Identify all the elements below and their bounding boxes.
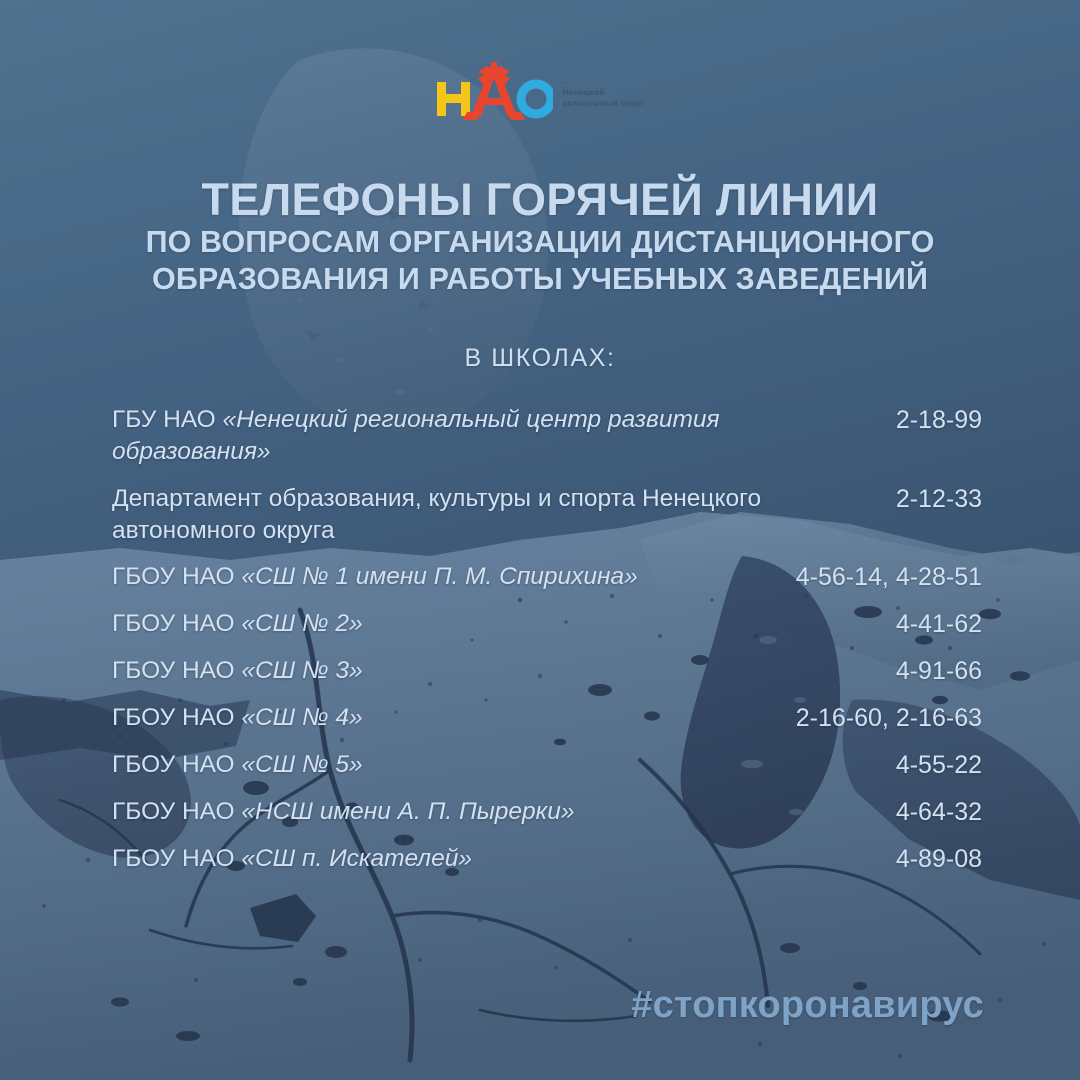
organisation-name: ГБОУ НАО «СШ п. Искателей» bbox=[112, 843, 878, 875]
organisation-name-plain: ГБОУ НАО bbox=[112, 563, 242, 591]
nao-logo: ⌄ Ненецкий автономный округ bbox=[0, 62, 1080, 122]
organisation-name: ГБОУ НАО «СШ № 3» bbox=[112, 655, 878, 687]
logo-letter-o bbox=[516, 79, 554, 119]
organisation-name: ГБОУ НАО «СШ № 5» bbox=[112, 749, 878, 781]
organisation-name: Департамент образования, культуры и спор… bbox=[112, 483, 878, 548]
section-label-schools: В ШКОЛАХ: bbox=[464, 344, 616, 372]
organisation-name: ГБОУ НАО «СШ № 2» bbox=[112, 608, 878, 640]
organisation-name-italic: «СШ № 3» bbox=[241, 657, 363, 685]
organisation-name: ГБОУ НАО «СШ № 4» bbox=[112, 702, 778, 734]
organisation-name-plain: ГБУ НАО bbox=[112, 406, 223, 433]
organisation-name-italic: «НСШ имени А. П. Пырерки» bbox=[241, 798, 575, 826]
page-subtitle-line2: ОБРАЗОВАНИЯ И РАБОТЫ УЧЕБНЫХ ЗАВЕДЕНИЙ bbox=[152, 261, 928, 296]
organisation-name-plain: ГБОУ НАО bbox=[112, 704, 242, 732]
organisation-name: ГБУ НАО «Ненецкий региональный центр раз… bbox=[112, 404, 878, 469]
organisation-name-italic: «СШ № 2» bbox=[241, 610, 363, 638]
page-title: ТЕЛЕФОНЫ ГОРЯЧЕЙ ЛИНИИ bbox=[201, 174, 879, 225]
organisation-name: ГБОУ НАО «СШ № 1 имени П. М. Спирихина» bbox=[112, 561, 778, 593]
phone-row: ГБОУ НАО «СШ п. Искателей» 4-89-08 bbox=[112, 843, 982, 876]
logo-letter-n bbox=[437, 82, 471, 116]
phone-row: ГБОУ НАО «СШ № 4» 2-16-60, 2-16-63 bbox=[112, 702, 982, 735]
phone-number[interactable]: 4-89-08 bbox=[895, 845, 982, 874]
organisation-name-plain: ГБОУ НАО bbox=[112, 610, 242, 638]
logo-caption-line1: Ненецкий bbox=[562, 86, 605, 97]
organisation-name-italic: «СШ п. Искателей» bbox=[241, 845, 472, 873]
phone-list: ГБУ НАО «Ненецкий региональный центр раз… bbox=[112, 404, 982, 890]
phone-row: Департамент образования, культуры и спор… bbox=[112, 483, 982, 548]
phone-number[interactable]: 2-18-99 bbox=[895, 406, 982, 434]
phone-number[interactable]: 2-12-33 bbox=[895, 484, 982, 513]
nao-logo-mark bbox=[437, 62, 554, 120]
section-header: В ШКОЛАХ: bbox=[0, 344, 1080, 373]
campaign-hashtag: #стопкоронавирус bbox=[631, 984, 984, 1026]
organisation-name-plain: ГБОУ НАО bbox=[112, 751, 242, 779]
phone-number[interactable]: 4-55-22 bbox=[895, 751, 982, 780]
organisation-name: ГБОУ НАО «НСШ имени А. П. Пырерки» bbox=[112, 796, 878, 828]
organisation-name-italic: «СШ № 5» bbox=[241, 751, 363, 779]
phone-row: ГБОУ НАО «СШ № 5» 4-55-22 bbox=[112, 749, 982, 782]
page-subtitle-line1: ПО ВОПРОСАМ ОРГАНИЗАЦИИ ДИСТАНЦИОННОГО bbox=[145, 224, 935, 259]
organisation-name-plain: ГБОУ НАО bbox=[112, 657, 242, 685]
phone-row: ГБУ НАО «Ненецкий региональный центр раз… bbox=[112, 404, 982, 469]
organisation-name-plain: Департамент образования, культуры и спор… bbox=[112, 484, 762, 544]
phone-row: ГБОУ НАО «СШ № 2» 4-41-62 bbox=[112, 608, 982, 641]
logo-caption-line2: автономный округ bbox=[562, 97, 645, 108]
logo-caption: ⌄ Ненецкий автономный округ bbox=[562, 75, 644, 108]
logo-letter-a bbox=[463, 62, 526, 120]
phone-row: ГБОУ НАО «НСШ имени А. П. Пырерки» 4-64-3… bbox=[112, 796, 982, 829]
phone-number[interactable]: 4-56-14, 4-28-51 bbox=[795, 563, 982, 592]
phone-row: ГБОУ НАО «СШ № 1 имени П. М. Спирихина» 4… bbox=[112, 561, 982, 594]
phone-number[interactable]: 4-91-66 bbox=[895, 657, 982, 686]
phone-number[interactable]: 4-41-62 bbox=[895, 610, 982, 639]
organisation-name-italic: «Ненецкий региональный центр развития об… bbox=[112, 406, 720, 466]
logo-caption-tick: ⌄ bbox=[562, 79, 569, 87]
phone-number[interactable]: 4-64-32 bbox=[895, 798, 982, 827]
phone-number[interactable]: 2-16-60, 2-16-63 bbox=[795, 704, 982, 733]
organisation-name-italic: «СШ № 1 имени П. М. Спирихина» bbox=[241, 563, 638, 591]
phone-row: ГБОУ НАО «СШ № 3» 4-91-66 bbox=[112, 655, 982, 688]
organisation-name-italic: «СШ № 4» bbox=[241, 704, 363, 732]
organisation-name-plain: ГБОУ НАО bbox=[112, 798, 242, 826]
title-block: ТЕЛЕФОНЫ ГОРЯЧЕЙ ЛИНИИ ПО ВОПРОСАМ ОРГАН… bbox=[0, 176, 1080, 298]
organisation-name-plain: ГБОУ НАО bbox=[112, 845, 242, 873]
